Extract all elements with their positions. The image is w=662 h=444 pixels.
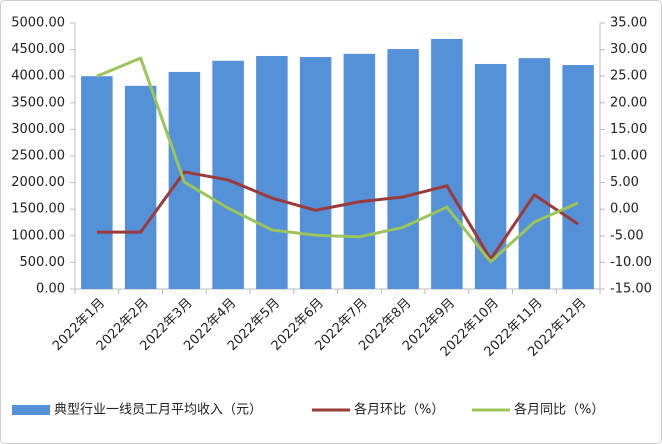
bar (562, 65, 594, 289)
y2-tick-label: 10.00 (610, 149, 647, 164)
line (96, 56, 579, 264)
y2-tick-label: -10.00 (610, 255, 652, 270)
y2-tick-label: -5.00 (610, 228, 644, 243)
y-tick-label: 3500.00 (11, 95, 65, 110)
y2-tick-label: 15.00 (610, 122, 647, 137)
y2-tick-label: -15.00 (610, 282, 652, 297)
bar (387, 49, 419, 290)
legend-swatch (12, 405, 50, 415)
y2-tick-label: 20.00 (610, 95, 647, 110)
bar (343, 53, 376, 289)
y-tick-label: 2500.00 (11, 149, 65, 164)
legend-label: 各月环比（%） (354, 402, 444, 418)
y2-tick-label: 25.00 (610, 69, 647, 84)
y-tick-label: 5000.00 (11, 16, 65, 31)
y2-tick-label: 0.00 (610, 202, 639, 217)
bar (81, 76, 113, 289)
bar (299, 57, 332, 289)
bar (212, 60, 244, 289)
y-tick-label: 500.00 (20, 255, 66, 270)
y-tick-label: 4500.00 (11, 42, 65, 57)
line (96, 170, 579, 261)
legend-label: 各月同比（%） (514, 402, 604, 418)
y2-tick-label: 30.00 (610, 42, 647, 57)
y-tick-label: 3000.00 (11, 122, 65, 137)
y2-tick-label: 5.00 (610, 175, 639, 190)
y-tick-label: 1000.00 (11, 228, 65, 243)
y-tick-label: 0.00 (36, 282, 65, 297)
y-tick-label: 4000.00 (11, 69, 65, 84)
bar (256, 55, 288, 289)
bar (518, 58, 551, 289)
bar (124, 85, 157, 289)
bar (474, 63, 507, 289)
legend-label: 典型行业一线员工月平均收入（元） (54, 403, 262, 418)
y-tick-label: 2000.00 (11, 175, 65, 190)
bar (431, 38, 463, 290)
y2-tick-label: 35.00 (610, 16, 647, 31)
y-tick-label: 1500.00 (11, 202, 65, 217)
